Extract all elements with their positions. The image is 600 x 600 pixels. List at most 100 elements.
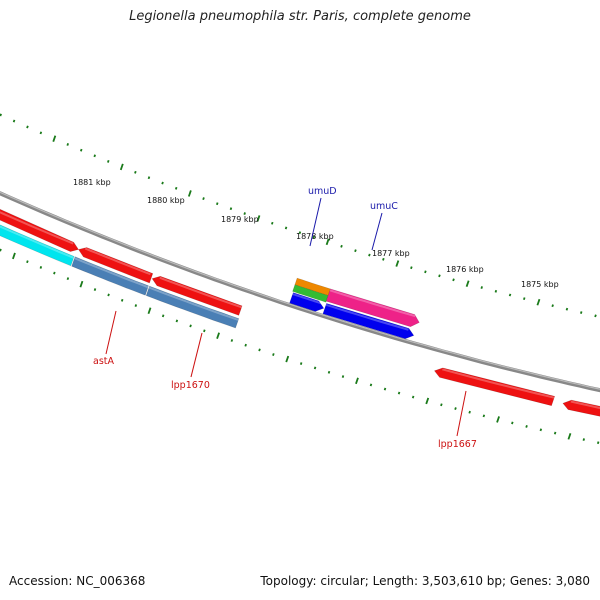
outer-minor-tick [26, 125, 29, 129]
backbone-highlight [0, 191, 600, 390]
outer-major-tick [325, 238, 330, 246]
inner-minor-tick [468, 410, 471, 414]
outer-minor-tick [410, 266, 413, 270]
outer-minor-tick [551, 304, 554, 308]
outer-minor-tick [202, 197, 205, 201]
feature-gloss [84, 247, 151, 276]
outer-minor-tick [174, 186, 178, 190]
gene-feature-green-1 [292, 284, 329, 303]
gene-feature-cyan-1 [0, 224, 75, 267]
outer-minor-tick [93, 154, 96, 158]
inner-minor-tick [440, 403, 443, 407]
gene-leader-line [190, 332, 203, 378]
gene-feature-steelblue-2 [145, 285, 240, 329]
feature-gloss [570, 400, 600, 410]
map-title: Legionella pneumophila str. Paris, compl… [129, 9, 471, 24]
inner-minor-tick [454, 407, 457, 410]
gene-feature-blue-2 [322, 303, 415, 340]
outer-minor-tick [424, 270, 427, 274]
inner-minor-tick [383, 387, 387, 391]
outer-major-tick [536, 298, 541, 306]
inner-minor-tick [26, 260, 29, 264]
inner-minor-tick [525, 424, 528, 428]
outer-minor-tick [312, 235, 315, 239]
inner-minor-tick [120, 298, 124, 302]
inner-minor-tick [39, 265, 43, 269]
outer-major-tick [52, 135, 57, 143]
accession-text: Accession: NC_006368 [9, 574, 146, 588]
outer-minor-tick [229, 207, 233, 211]
scale-label: 1879 kbp [221, 215, 259, 224]
outer-minor-tick [340, 244, 343, 248]
outer-minor-tick [354, 249, 357, 253]
inner-minor-tick [230, 339, 234, 342]
gene-leader-line [371, 212, 383, 251]
inner-minor-tick [272, 353, 275, 356]
inner-tick-ring [0, 248, 600, 445]
outer-minor-tick [215, 202, 219, 206]
outer-major-tick [187, 190, 192, 197]
gene-feature-blue-1 [289, 292, 325, 312]
feature-gloss [442, 368, 555, 399]
outer-minor-tick [271, 221, 274, 225]
inner-major-tick [496, 416, 500, 423]
inner-minor-tick [175, 319, 179, 323]
gene-leader-line [309, 197, 322, 247]
scale-label: 1878 kbp [296, 232, 334, 241]
inner-minor-tick [244, 343, 247, 347]
feature-gloss [329, 289, 416, 318]
outer-major-tick [256, 215, 261, 222]
genome-backbone [0, 191, 600, 393]
inner-major-tick [79, 280, 84, 288]
outer-minor-tick [66, 143, 69, 146]
outer-minor-tick [522, 297, 526, 301]
outer-minor-tick [147, 176, 151, 180]
inner-minor-tick [553, 431, 557, 435]
feature-gloss [159, 276, 242, 309]
inner-major-tick [12, 252, 16, 260]
outer-minor-tick [284, 226, 288, 230]
gene-label-umuC: umuC [370, 201, 398, 212]
gene-feature-red-5 [562, 399, 600, 417]
outer-minor-tick [452, 278, 455, 282]
gene-feature-red-1 [0, 208, 79, 252]
inner-major-tick [355, 377, 359, 385]
feature-gloss [0, 225, 74, 259]
inner-major-tick [425, 397, 430, 405]
outer-minor-tick [579, 311, 583, 314]
inner-minor-tick [341, 375, 345, 379]
scale-label: 1875 kbp [521, 280, 559, 289]
feature-gloss [292, 293, 323, 305]
gene-label-lpp1670: lpp1670 [171, 380, 210, 391]
scale-label: 1876 kbp [446, 265, 484, 274]
inner-minor-tick [539, 428, 543, 432]
outer-minor-tick [79, 148, 83, 152]
inner-minor-tick [582, 438, 586, 441]
outer-minor-tick [0, 113, 2, 117]
inner-minor-tick [53, 271, 56, 275]
outer-major-tick [465, 280, 470, 288]
outer-major-tick [395, 260, 400, 267]
gene-feature-magenta-1 [325, 288, 420, 328]
outer-minor-tick [508, 293, 512, 297]
feature-gloss [148, 286, 239, 321]
gene-label-umuD: umuD [308, 186, 337, 197]
outer-minor-tick [39, 131, 43, 135]
outer-minor-tick [594, 314, 597, 318]
feature-gloss [74, 257, 149, 289]
outer-minor-tick [298, 231, 302, 235]
feature-gloss [325, 303, 409, 331]
inner-major-tick [147, 307, 152, 315]
outer-minor-tick [243, 212, 246, 216]
inner-minor-tick [258, 348, 261, 352]
inner-minor-tick [66, 277, 70, 281]
gene-label-astA: astA [93, 356, 114, 367]
gene-leader-line [105, 310, 117, 355]
scale-label: 1877 kbp [372, 249, 410, 258]
inner-major-tick [567, 433, 572, 440]
inner-minor-tick [596, 441, 600, 445]
inner-minor-tick [189, 324, 192, 328]
inner-minor-tick [327, 370, 331, 374]
gene-feature-red-4 [433, 367, 556, 407]
inner-minor-tick [411, 395, 415, 399]
